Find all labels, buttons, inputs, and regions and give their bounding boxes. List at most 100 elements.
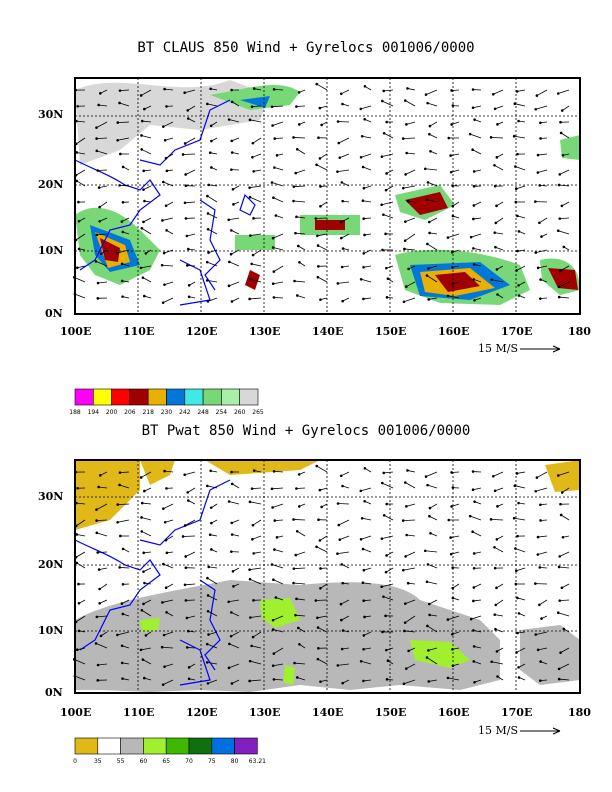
wind-vector-head (271, 246, 275, 249)
wind-vector (428, 297, 438, 300)
wind-vector-head (496, 123, 499, 126)
wind-vector-head (341, 199, 344, 203)
wind-vector-head (206, 594, 210, 597)
wind-vector-head (489, 136, 493, 139)
wind-vector-head (536, 553, 540, 556)
wind-vector-head (116, 520, 119, 524)
wind-vector-head (163, 283, 166, 286)
wind-vector (537, 535, 548, 538)
wind-vector (383, 132, 394, 139)
wind-vector-head (472, 552, 476, 555)
wind-vector-head (451, 596, 455, 600)
wind-vector-head (142, 220, 145, 224)
wind-vector (427, 182, 438, 187)
wind-vector-head (341, 102, 344, 106)
wind-vector-head (141, 658, 145, 661)
wind-vector-head (494, 627, 497, 631)
wind-vector-head (206, 227, 210, 231)
wind-vector-head (98, 587, 101, 591)
wind-vector (558, 612, 570, 617)
wind-vector-head (381, 630, 384, 634)
wind-vector (316, 465, 328, 473)
claus-cloud-fields (75, 80, 580, 305)
wind-vector (274, 88, 284, 91)
wind-vector-head (248, 568, 251, 571)
wind-vector-head (98, 205, 101, 209)
wind-vector (293, 567, 306, 570)
wind-vector-head (316, 626, 320, 629)
wind-vector-head (559, 502, 562, 506)
wind-vector-head (251, 523, 255, 527)
wind-vector (252, 487, 262, 490)
wind-vector-head (340, 618, 343, 622)
wind-vector (516, 185, 526, 190)
claus-xtick-180: 180 (568, 325, 591, 338)
wind-vector-head (447, 518, 451, 522)
wind-vector-head (208, 533, 212, 536)
wind-vector-head (162, 562, 165, 566)
claus-ytick-30n: 30N (38, 108, 64, 121)
wind-vector-head (248, 659, 252, 663)
wind-vector-head (75, 501, 78, 505)
wind-vector-head (248, 277, 252, 281)
wind-vector-head (427, 267, 430, 270)
wind-vector (361, 278, 372, 283)
wind-vector (165, 137, 174, 141)
claus-xtick-160e: 160E (438, 325, 470, 338)
wind-vector (427, 625, 438, 633)
wind-vector-head (272, 578, 275, 582)
wind-vector-head (116, 503, 120, 506)
claus-xtick-110e: 110E (123, 325, 155, 338)
wind-vector-head (451, 204, 455, 208)
wind-vector (96, 503, 108, 511)
wind-vector (317, 658, 328, 665)
wind-vector-head (495, 268, 499, 271)
wind-vector-head (205, 260, 209, 264)
wind-vector (404, 248, 416, 251)
wind-vector-head (362, 186, 366, 190)
wind-vector (298, 627, 306, 633)
wind-vector-head (405, 667, 408, 670)
wind-vector-head (451, 586, 455, 590)
wind-vector-head (77, 629, 81, 633)
wind-vector (207, 485, 218, 489)
wind-vector-head (187, 284, 191, 287)
wind-vector (315, 599, 328, 601)
wind-vector (272, 503, 284, 508)
wind-vector (252, 153, 262, 158)
wind-vector (405, 217, 416, 223)
wind-vector (337, 663, 350, 666)
pwat-xtick-170e: 170E (501, 706, 533, 719)
wind-vector (316, 83, 328, 91)
wind-vector-head (273, 519, 277, 522)
wind-vector (228, 599, 240, 603)
wind-vector-head (489, 518, 493, 521)
wind-vector-head (514, 165, 517, 168)
wind-vector-head (206, 300, 210, 303)
wind-vector-head (402, 682, 406, 686)
wind-vector-head (385, 120, 388, 124)
wind-vector (406, 121, 416, 125)
wind-vector (516, 265, 526, 271)
wind-vector (141, 135, 152, 139)
wind-vector-head (251, 537, 254, 541)
wind-vector (272, 233, 284, 239)
claus-colorbar-label: 188 (69, 409, 81, 416)
wind-vector (514, 135, 526, 139)
wind-vector (341, 182, 350, 187)
wind-vector-head (557, 565, 561, 569)
wind-vector (76, 180, 86, 187)
wind-vector-head (514, 547, 517, 550)
wind-vector-head (385, 172, 388, 175)
wind-vector-head (540, 235, 543, 238)
wind-vector-head (139, 476, 143, 479)
wind-vector (535, 249, 548, 253)
wind-vector-head (97, 568, 101, 571)
wind-vector (515, 548, 526, 553)
wind-vector-head (446, 618, 450, 621)
wind-vector (473, 201, 482, 206)
wind-vector-head (336, 282, 340, 285)
wind-vector-head (162, 507, 165, 510)
pwat-colorbar-swatch (234, 737, 258, 755)
wind-vector-head (121, 165, 125, 169)
